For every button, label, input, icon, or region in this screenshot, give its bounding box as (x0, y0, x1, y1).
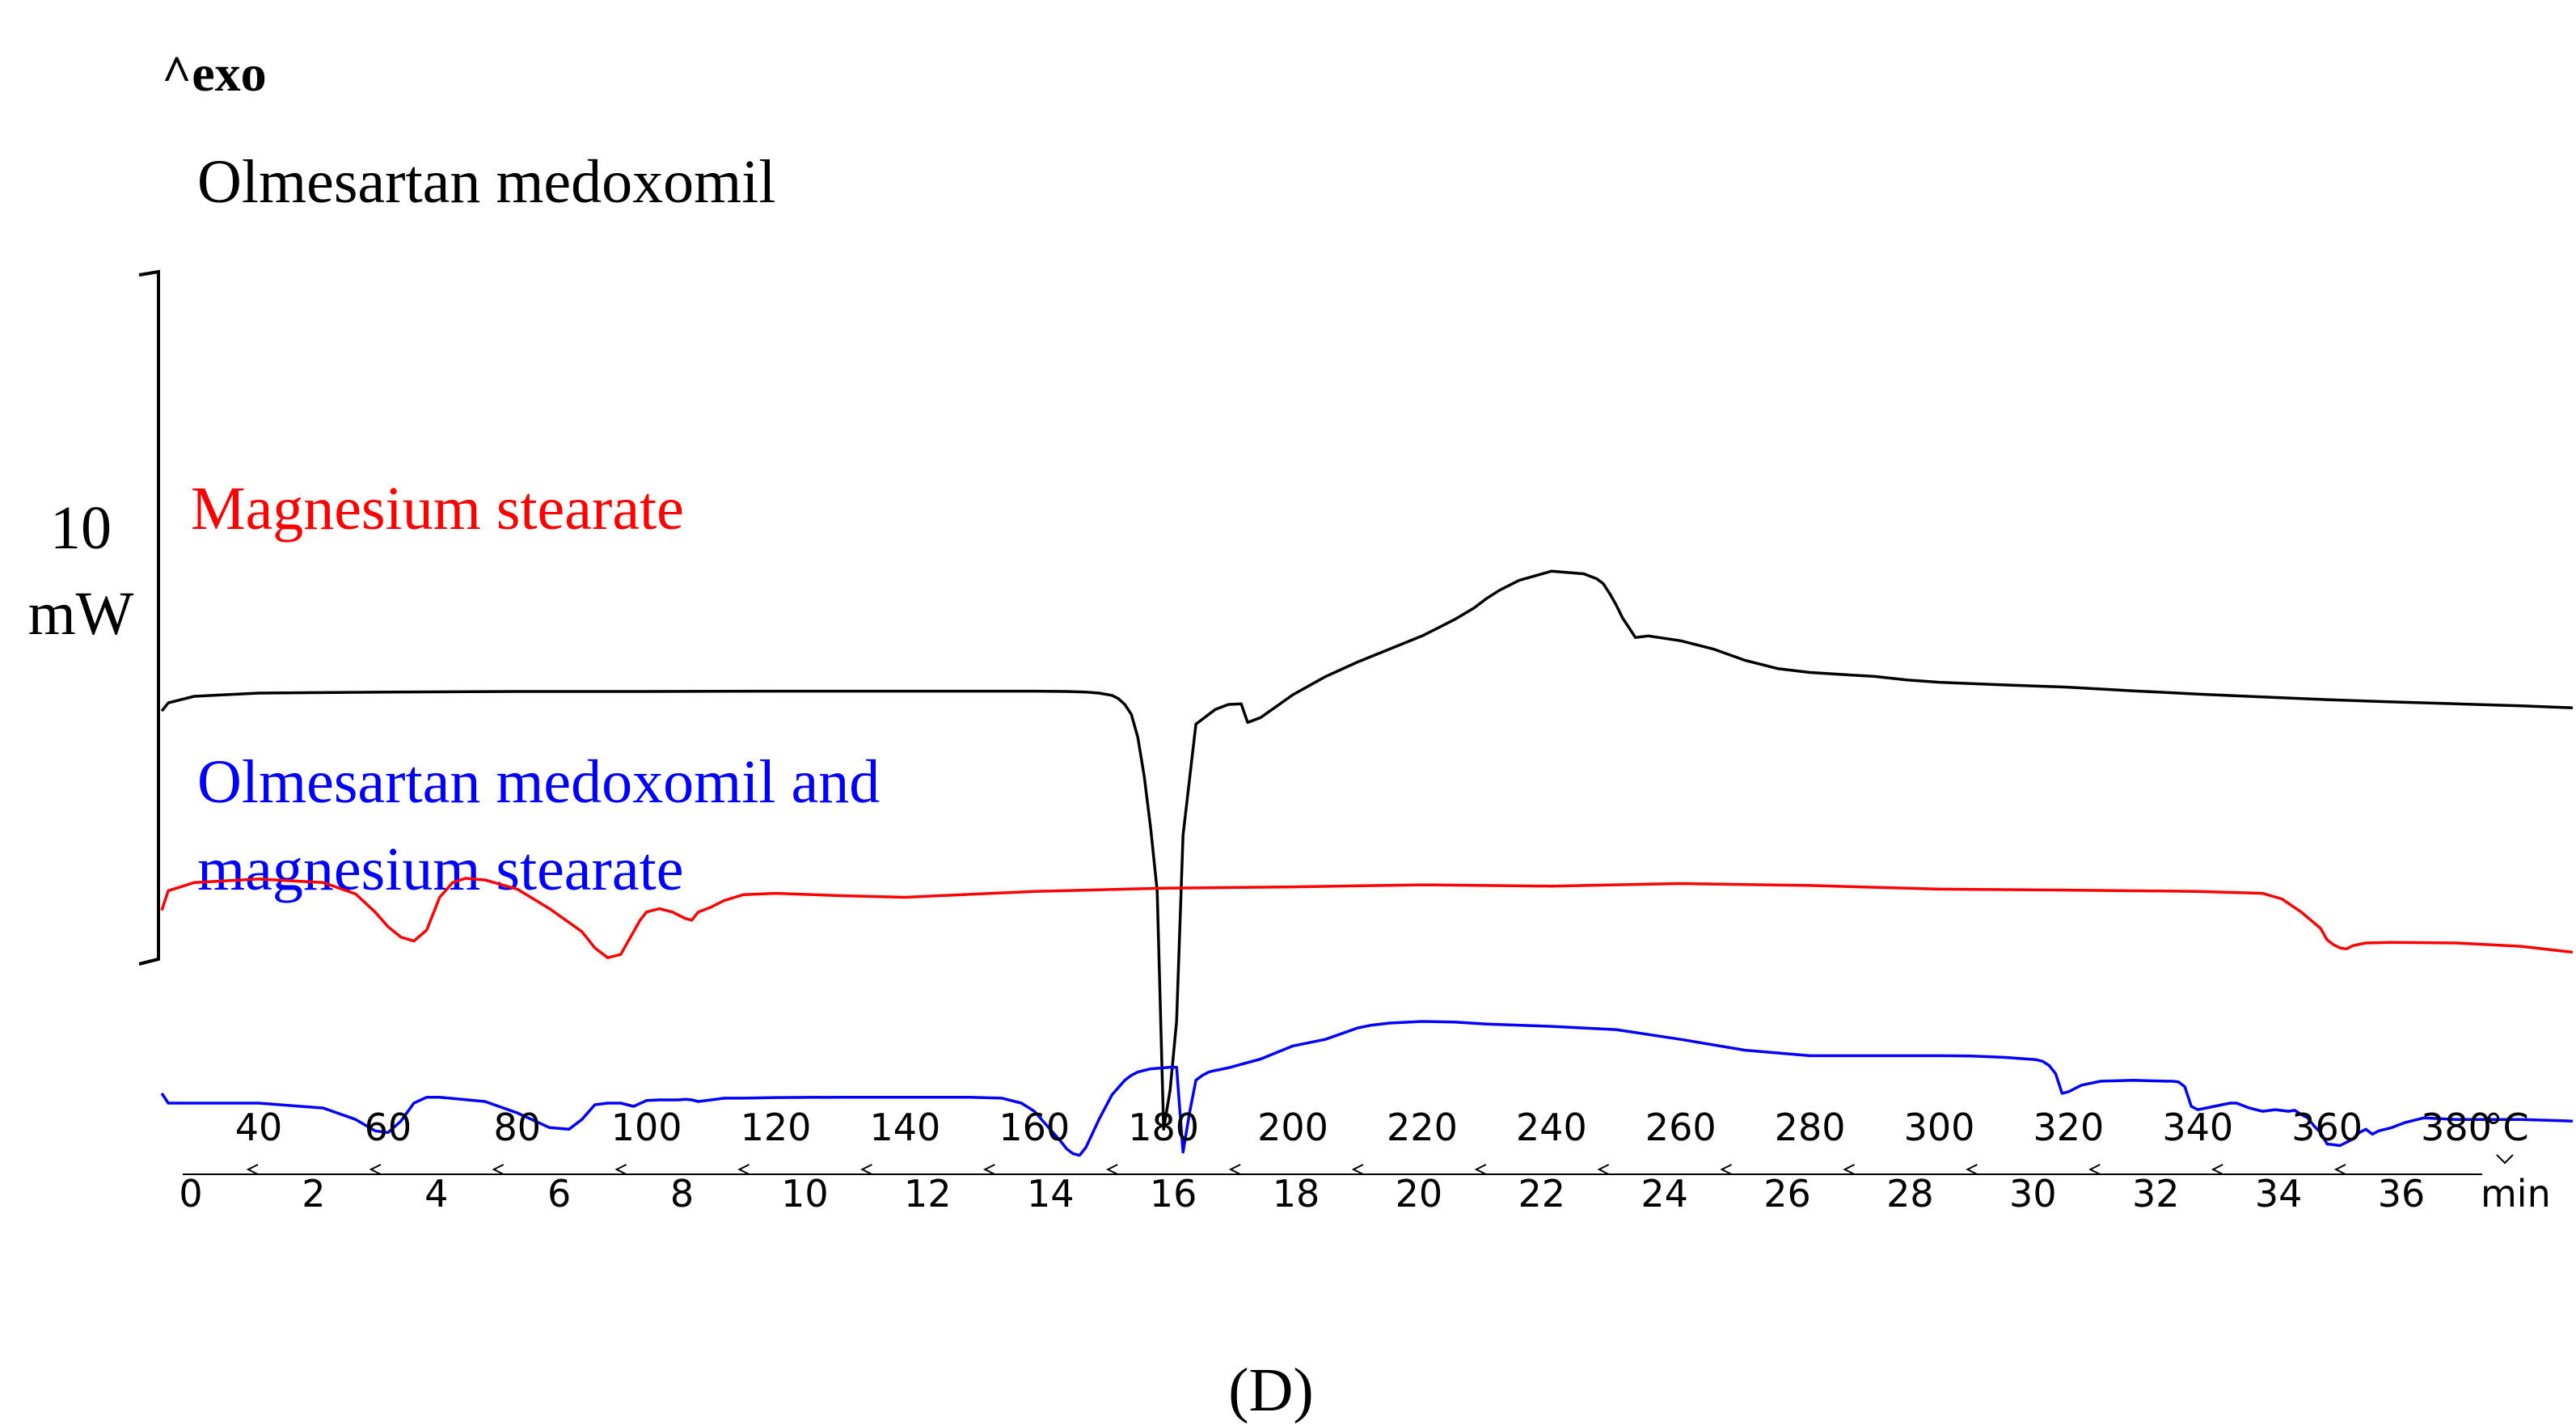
time-tick-label: 14 (1027, 1172, 1075, 1216)
scale-bracket (138, 269, 160, 966)
temperature-tick-label: 140 (870, 1106, 941, 1149)
time-tick-label: 2 (302, 1172, 325, 1216)
time-axis-tick-mark (737, 1164, 750, 1175)
temperature-axis: 40 60 80 100 120 140 160 180 200 220 240 260 280 300 3… (235, 1106, 2492, 1149)
scale-bar-unit: mW (28, 580, 134, 648)
temperature-tick-label: 100 (611, 1106, 682, 1149)
time-tick-label: 8 (670, 1172, 694, 1216)
time-tick-label: 26 (1763, 1172, 1811, 1216)
time-axis-tick-mark (1474, 1164, 1487, 1175)
time-axis-tick-mark (1597, 1164, 1610, 1175)
temperature-tick-label: 240 (1516, 1106, 1587, 1149)
temperature-tick-label: 340 (2162, 1106, 2233, 1149)
time-axis-tick-mark (1228, 1164, 1241, 1175)
time-axis-tick-mark (1966, 1164, 1978, 1175)
series-label-olmesartan: Olmesartan medoxomil (197, 148, 776, 216)
series-label-magnesium-stearate: Magnesium stearate (191, 475, 684, 543)
time-tick-label: 6 (547, 1172, 571, 1216)
temperature-tick-label: 300 (1904, 1106, 1975, 1149)
temperature-tick-label: 200 (1257, 1106, 1328, 1149)
time-axis-tick-mark (2211, 1164, 2223, 1175)
temperature-tick-label: 40 (235, 1106, 283, 1149)
temperature-tick-label: 360 (2291, 1106, 2363, 1149)
axis-end-marker (2496, 1154, 2514, 1165)
time-tick-label: 32 (2132, 1172, 2180, 1216)
temperature-tick-label: 320 (2033, 1106, 2104, 1149)
chart-title: ^exo (162, 44, 267, 102)
scale-bracket-line (138, 269, 160, 966)
temperature-tick-label: 160 (999, 1106, 1070, 1149)
curve-olmesartan-medoxomil (160, 569, 2573, 1131)
figure-caption: (D) (1228, 1356, 1314, 1424)
temperature-axis-unit: °C (2484, 1106, 2528, 1149)
scale-bar-value: 10 (50, 494, 112, 562)
series-label-mixture-line-2: magnesium stearate (197, 835, 683, 903)
time-axis-unit: min (2481, 1172, 2551, 1216)
time-axis-tick-mark (1351, 1164, 1364, 1175)
temperature-tick-label: 280 (1775, 1106, 1846, 1149)
time-tick-label: 10 (781, 1172, 829, 1216)
time-tick-label: 20 (1396, 1172, 1443, 1216)
curve-olmesartan-magnesium-stearate-mixture (160, 1020, 2573, 1157)
time-tick-label: 36 (2378, 1172, 2426, 1216)
time-tick-label: 34 (2255, 1172, 2303, 1216)
time-axis-tick-mark (1843, 1164, 1855, 1175)
time-axis-tick-mark (2088, 1164, 2101, 1175)
temperature-tick-label: 80 (493, 1106, 541, 1149)
time-tick-label: 0 (179, 1172, 202, 1216)
time-tick-label: 28 (1886, 1172, 1934, 1216)
temperature-tick-label: 260 (1645, 1106, 1717, 1149)
time-axis: 0 2 4 6 8 10 12 14 16 18 20 22 24 26 28 30 32 34 36 (179, 1154, 2514, 1216)
time-tick-label: 30 (2009, 1172, 2057, 1216)
series-label-mixture-line-1: Olmesartan medoxomil and (197, 748, 880, 816)
time-axis-tick-mark (246, 1164, 259, 1175)
time-tick-label: 4 (424, 1172, 448, 1216)
time-tick-label: 22 (1518, 1172, 1566, 1216)
time-axis-tick-mark (1105, 1164, 1118, 1175)
temperature-tick-label: 380 (2421, 1106, 2492, 1149)
temperature-tick-label: 180 (1128, 1106, 1199, 1149)
time-tick-label: 16 (1150, 1172, 1197, 1216)
time-axis-tick-mark (860, 1164, 872, 1175)
temperature-tick-label: 220 (1387, 1106, 1458, 1149)
time-axis-tick-mark (614, 1164, 627, 1175)
time-axis-tick-mark (369, 1164, 382, 1175)
time-tick-label: 24 (1641, 1172, 1688, 1216)
series-label-mixture: Olmesartan medoxomil and magnesium stear… (197, 748, 895, 903)
temperature-tick-label: 120 (741, 1106, 812, 1149)
temperature-tick-label: 60 (365, 1106, 412, 1149)
time-axis-tick-mark (983, 1164, 995, 1175)
curve-magnesium-stearate (160, 877, 2574, 959)
time-axis-tick-mark (492, 1164, 505, 1175)
time-axis-tick-mark (1720, 1164, 1733, 1175)
time-tick-label: 12 (904, 1172, 952, 1216)
time-axis-tick-mark (2333, 1164, 2346, 1175)
time-tick-label: 18 (1273, 1172, 1320, 1216)
